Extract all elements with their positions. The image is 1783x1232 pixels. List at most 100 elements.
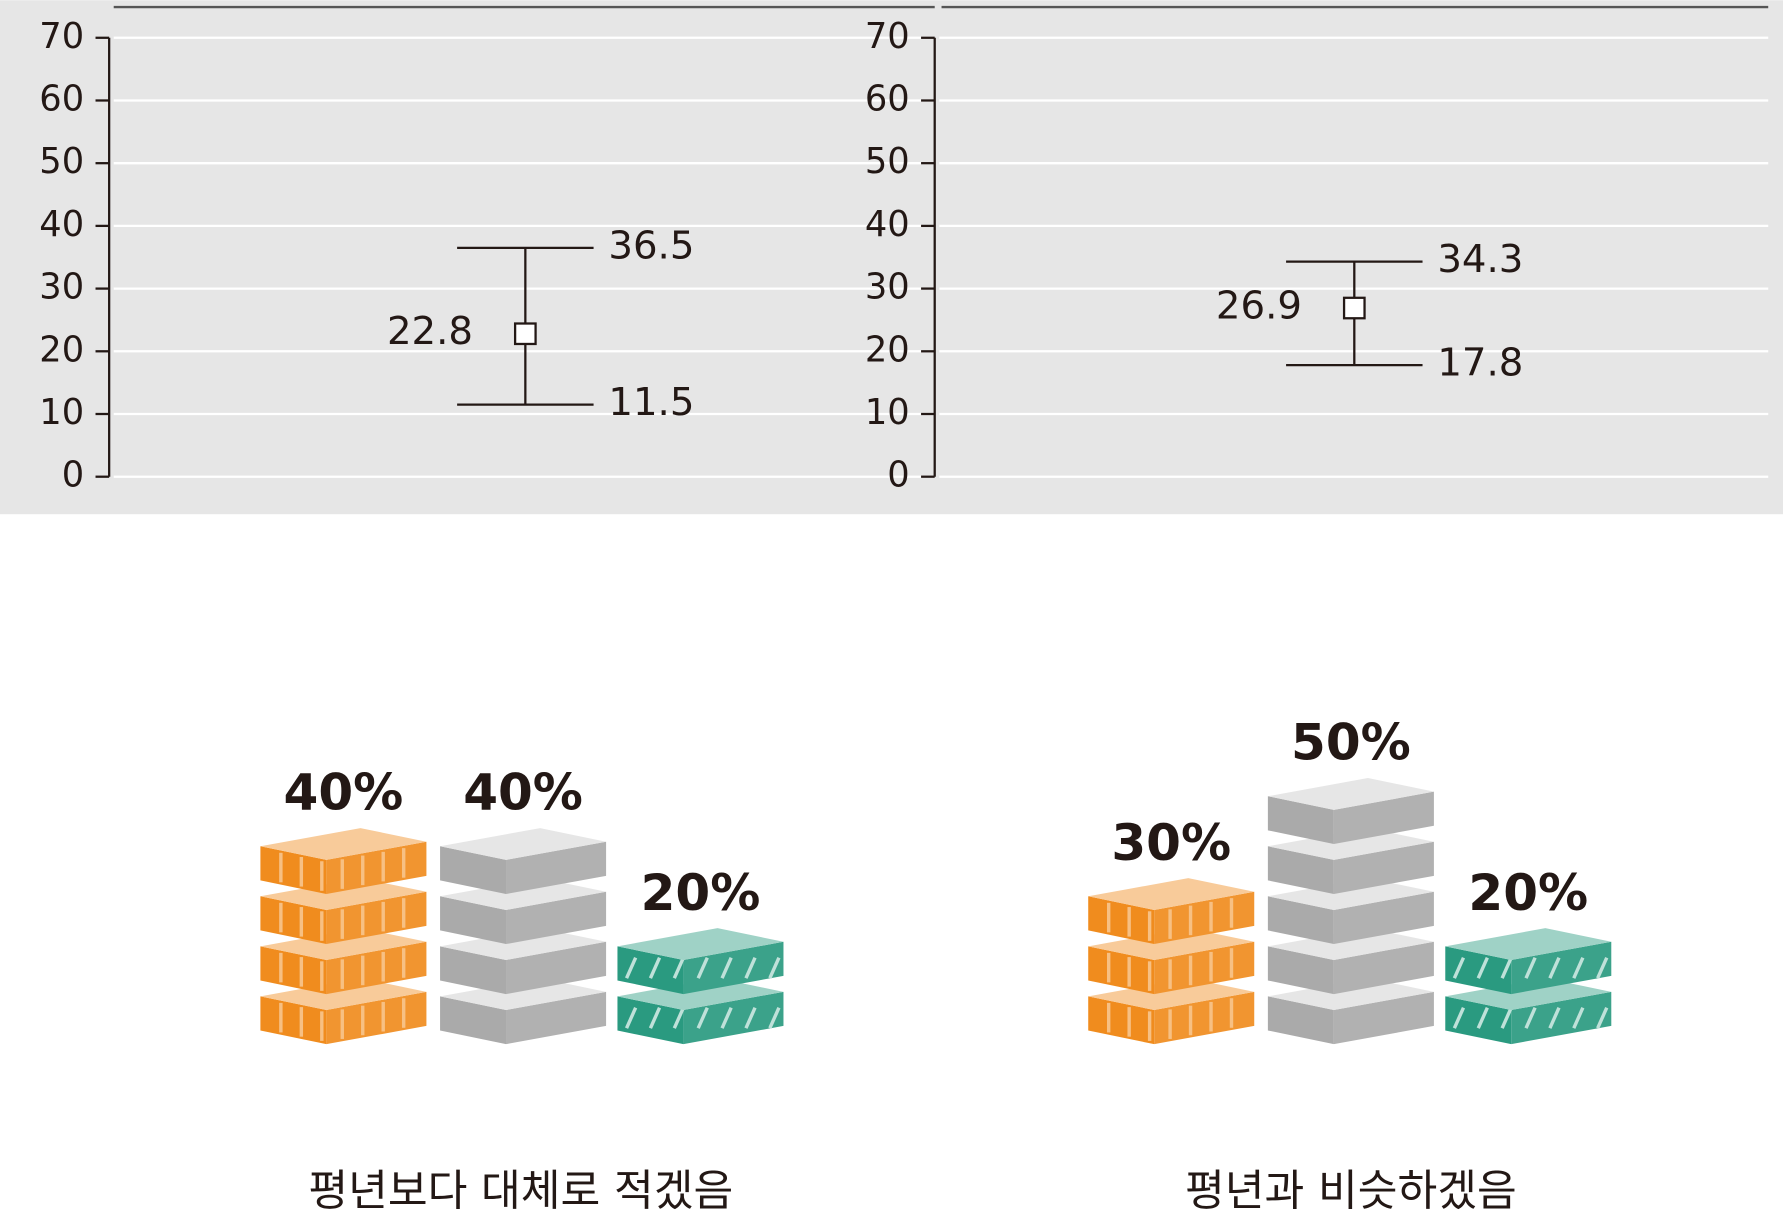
block-top-face [260, 928, 427, 960]
block-left-face [440, 846, 507, 895]
block-top-face [1088, 978, 1255, 1011]
block-stripe [624, 957, 638, 979]
caption: 평년보다 대체로 적겠음 [308, 1167, 733, 1217]
block-stripe [1452, 1007, 1466, 1029]
block-stripe [744, 1007, 757, 1029]
block-left-face [1088, 946, 1155, 995]
y-tick-label: 30 [865, 267, 910, 308]
block-right-face [326, 841, 427, 895]
y-tick-label: 60 [39, 78, 84, 119]
block-stripe [1596, 1007, 1609, 1029]
block-stack [1445, 928, 1612, 1045]
block-right-face [1333, 941, 1434, 995]
block-top-face [440, 928, 607, 960]
center-label: 26.9 [1216, 284, 1302, 329]
block-top-face [440, 828, 607, 860]
value-label: 40% [463, 764, 583, 822]
low-label: 11.5 [608, 380, 694, 425]
block-stripe [1548, 957, 1561, 979]
block-stripe [672, 957, 685, 979]
block-left-face [1267, 846, 1334, 895]
block-right-face [683, 941, 784, 995]
low-label: 17.8 [1437, 341, 1523, 386]
block-stripe [1596, 957, 1609, 979]
block-stripe [720, 1007, 733, 1029]
block-stripe [1476, 957, 1489, 979]
block-top-face [617, 978, 784, 1011]
block-top-face [1445, 928, 1612, 960]
block-left-face [1088, 996, 1155, 1045]
block-stack [1267, 778, 1434, 1045]
block-top-face [440, 978, 607, 1011]
chart-background [0, 0, 1783, 515]
block-left-face [440, 996, 507, 1045]
block-left-face [440, 896, 507, 945]
block-right-face [1333, 791, 1434, 844]
center-label: 22.8 [387, 309, 473, 354]
block-right-face [1154, 891, 1255, 945]
block-top-face [1088, 928, 1255, 960]
y-tick-label: 40 [865, 204, 910, 245]
y-tick-label: 50 [39, 141, 84, 182]
block-right-face [326, 941, 427, 995]
block-right-face [506, 991, 607, 1045]
block-left-face [1267, 896, 1334, 945]
y-tick-label: 50 [865, 141, 910, 182]
block-stripe [1524, 957, 1537, 979]
high-label: 36.5 [608, 223, 694, 268]
block-top-face [1445, 978, 1612, 1011]
block-right-face [506, 841, 607, 895]
block-left-face [440, 946, 507, 995]
block-stack [260, 828, 427, 1045]
caption: 평년과 비슷하겠음 [1185, 1167, 1517, 1217]
block-stack [1088, 878, 1255, 1045]
block-right-face [506, 891, 607, 945]
y-tick-label: 40 [39, 204, 84, 245]
block-stripe [696, 957, 709, 979]
block-left-face [260, 896, 327, 945]
block-stripe [768, 957, 781, 979]
block-stripe [672, 1007, 685, 1029]
y-tick-label: 60 [865, 78, 910, 119]
block-top-face [1267, 928, 1434, 960]
block-top-face [1267, 878, 1434, 910]
center-marker [1342, 296, 1366, 320]
block-top-face [440, 878, 607, 910]
block-stripe [1524, 1007, 1537, 1029]
block-right-face [1154, 991, 1255, 1045]
block-stripe [1572, 957, 1585, 979]
block-left-face [260, 996, 327, 1045]
y-tick-label: 0 [887, 455, 909, 496]
block-stripe [696, 1007, 709, 1029]
value-label: 20% [641, 864, 761, 922]
block-stripe [1548, 1007, 1561, 1029]
block-top-face [1267, 828, 1434, 860]
block-stripe [1452, 957, 1466, 979]
block-stripe [1476, 1007, 1489, 1029]
block-top-face [260, 878, 427, 910]
block-right-face [683, 991, 784, 1045]
block-stripe [648, 957, 662, 979]
block-right-face [1154, 941, 1255, 995]
block-stack [617, 928, 784, 1045]
block-right-face [1333, 991, 1434, 1045]
y-tick-label: 0 [62, 455, 84, 496]
value-label: 30% [1111, 814, 1231, 872]
block-top-face [1088, 878, 1255, 910]
block-left-face [1267, 946, 1334, 995]
value-label: 20% [1468, 864, 1588, 922]
block-right-face [326, 891, 427, 945]
block-top-face [1267, 778, 1434, 810]
block-right-face [1511, 991, 1612, 1045]
block-stripe [1572, 1007, 1585, 1029]
block-right-face [1333, 841, 1434, 895]
block-left-face [1267, 996, 1334, 1045]
block-left-face [260, 946, 327, 995]
value-label: 40% [284, 764, 404, 822]
block-stripe [624, 1007, 638, 1029]
value-label: 50% [1291, 714, 1411, 772]
block-top-face [617, 928, 784, 960]
block-left-face [1267, 796, 1334, 844]
block-stripe [744, 957, 757, 979]
